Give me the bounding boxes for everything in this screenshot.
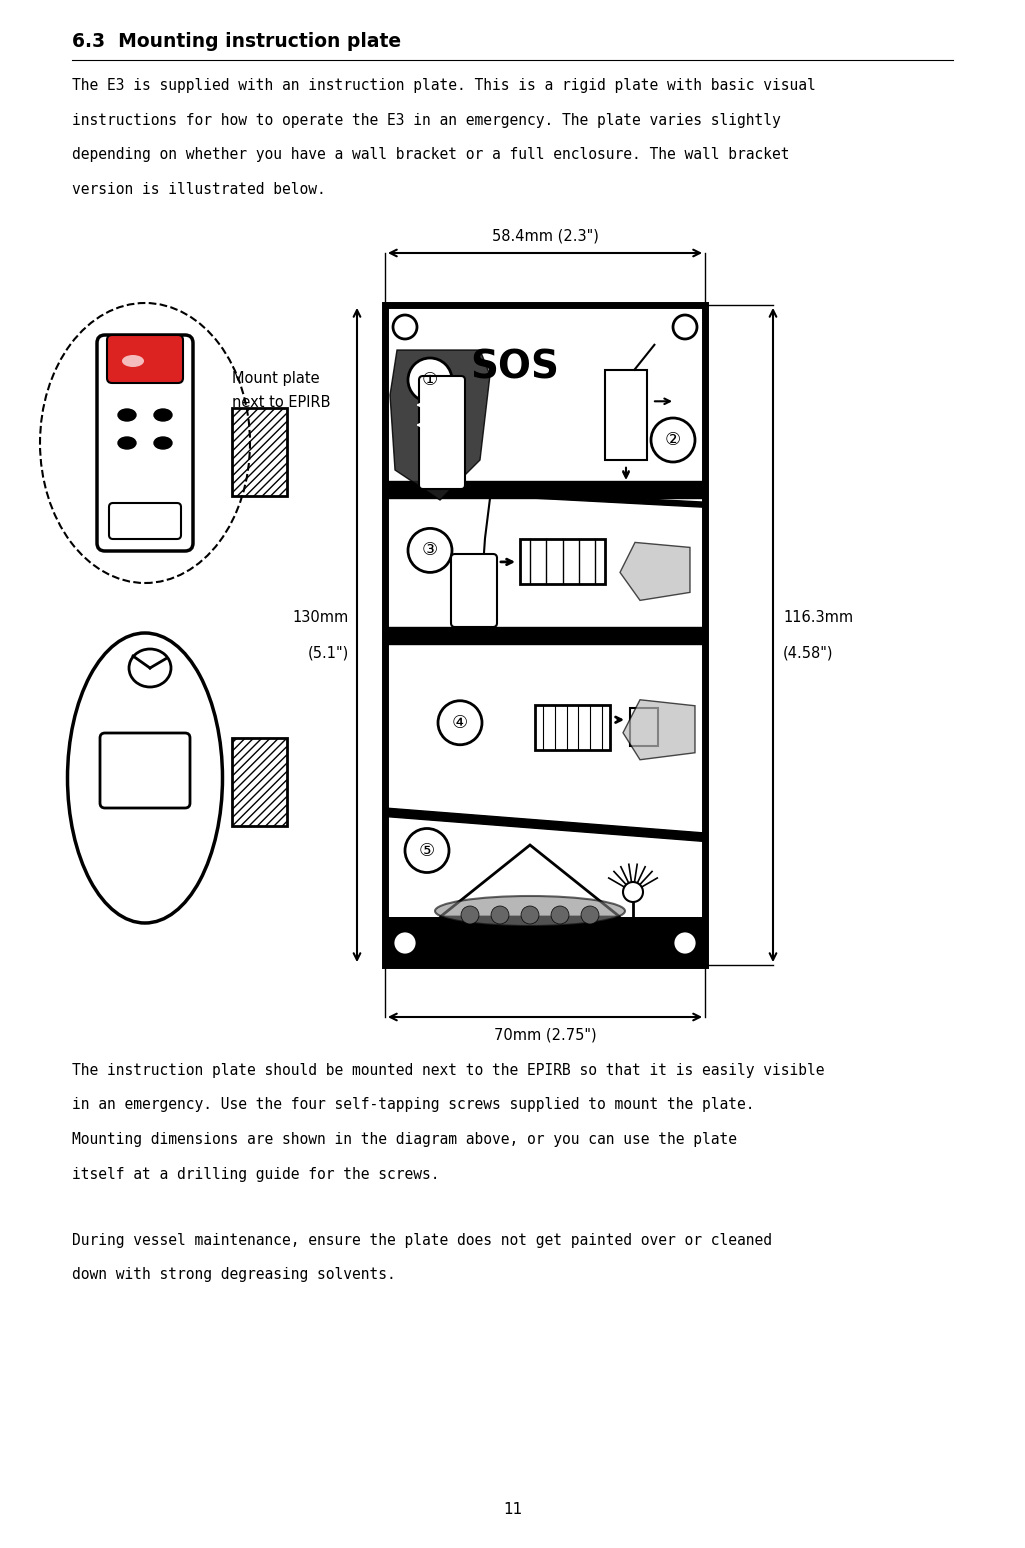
Text: ⑤: ⑤ xyxy=(419,842,435,859)
Ellipse shape xyxy=(118,437,136,449)
Text: SOS: SOS xyxy=(470,348,559,385)
Text: The E3 is supplied with an instruction plate. This is a rigid plate with basic v: The E3 is supplied with an instruction p… xyxy=(72,77,816,93)
FancyBboxPatch shape xyxy=(451,554,497,627)
Circle shape xyxy=(438,701,482,745)
Circle shape xyxy=(581,906,599,924)
Text: ④: ④ xyxy=(452,714,468,732)
FancyBboxPatch shape xyxy=(419,376,465,489)
Polygon shape xyxy=(623,700,695,760)
Bar xyxy=(385,305,705,964)
Text: itself at a drilling guide for the screws.: itself at a drilling guide for the screw… xyxy=(72,1167,440,1181)
Text: ②: ② xyxy=(665,430,681,449)
Text: 130mm: 130mm xyxy=(293,610,348,625)
Polygon shape xyxy=(620,542,690,601)
Polygon shape xyxy=(385,808,705,842)
Text: 116.3mm: 116.3mm xyxy=(783,610,853,625)
Ellipse shape xyxy=(154,437,172,449)
Polygon shape xyxy=(385,481,705,498)
Ellipse shape xyxy=(154,409,172,421)
FancyBboxPatch shape xyxy=(100,734,190,808)
Ellipse shape xyxy=(435,896,625,926)
Text: version is illustrated below.: version is illustrated below. xyxy=(72,181,326,197)
Bar xyxy=(605,370,647,460)
Circle shape xyxy=(491,906,509,924)
Ellipse shape xyxy=(40,303,250,584)
Text: 11: 11 xyxy=(503,1503,522,1517)
Text: depending on whether you have a wall bracket or a full enclosure. The wall brack: depending on whether you have a wall bra… xyxy=(72,147,789,163)
Text: (4.58"): (4.58") xyxy=(783,646,833,659)
Bar xyxy=(232,738,287,827)
Circle shape xyxy=(623,882,643,902)
Polygon shape xyxy=(390,350,490,500)
Ellipse shape xyxy=(122,354,144,367)
Circle shape xyxy=(673,930,697,955)
Text: (5.1"): (5.1") xyxy=(308,646,349,659)
Text: ③: ③ xyxy=(422,542,438,559)
Circle shape xyxy=(408,358,452,402)
Ellipse shape xyxy=(68,633,222,923)
Polygon shape xyxy=(440,845,620,916)
Text: down with strong degreasing solvents.: down with strong degreasing solvents. xyxy=(72,1268,396,1282)
Bar xyxy=(535,704,610,749)
Text: Mount plate: Mount plate xyxy=(232,372,320,385)
Polygon shape xyxy=(385,627,705,644)
FancyBboxPatch shape xyxy=(107,334,183,382)
Circle shape xyxy=(521,906,539,924)
FancyBboxPatch shape xyxy=(97,334,193,551)
Text: During vessel maintenance, ensure the plate does not get painted over or cleaned: During vessel maintenance, ensure the pl… xyxy=(72,1234,772,1248)
Text: 70mm (2.75"): 70mm (2.75") xyxy=(494,1026,597,1042)
Ellipse shape xyxy=(118,409,136,421)
Circle shape xyxy=(408,528,452,573)
FancyBboxPatch shape xyxy=(109,503,181,539)
Text: instructions for how to operate the E3 in an emergency. The plate varies slightl: instructions for how to operate the E3 i… xyxy=(72,113,781,127)
Bar xyxy=(232,409,287,495)
Circle shape xyxy=(393,930,417,955)
Bar xyxy=(520,539,605,585)
Text: in an emergency. Use the four self-tapping screws supplied to mount the plate.: in an emergency. Use the four self-tappi… xyxy=(72,1098,754,1113)
Text: 58.4mm (2.3"): 58.4mm (2.3") xyxy=(492,228,599,243)
Text: 6.3  Mounting instruction plate: 6.3 Mounting instruction plate xyxy=(72,33,401,51)
Bar xyxy=(630,707,658,746)
Circle shape xyxy=(673,314,697,339)
Circle shape xyxy=(393,314,417,339)
Circle shape xyxy=(551,906,569,924)
Text: Mounting dimensions are shown in the diagram above, or you can use the plate: Mounting dimensions are shown in the dia… xyxy=(72,1132,737,1147)
Text: The instruction plate should be mounted next to the EPIRB so that it is easily v: The instruction plate should be mounted … xyxy=(72,1063,824,1077)
Circle shape xyxy=(461,906,479,924)
Text: ①: ① xyxy=(422,372,438,389)
Circle shape xyxy=(651,418,695,461)
Bar xyxy=(385,916,705,964)
Text: next to EPIRB: next to EPIRB xyxy=(232,395,330,410)
Circle shape xyxy=(405,828,449,873)
